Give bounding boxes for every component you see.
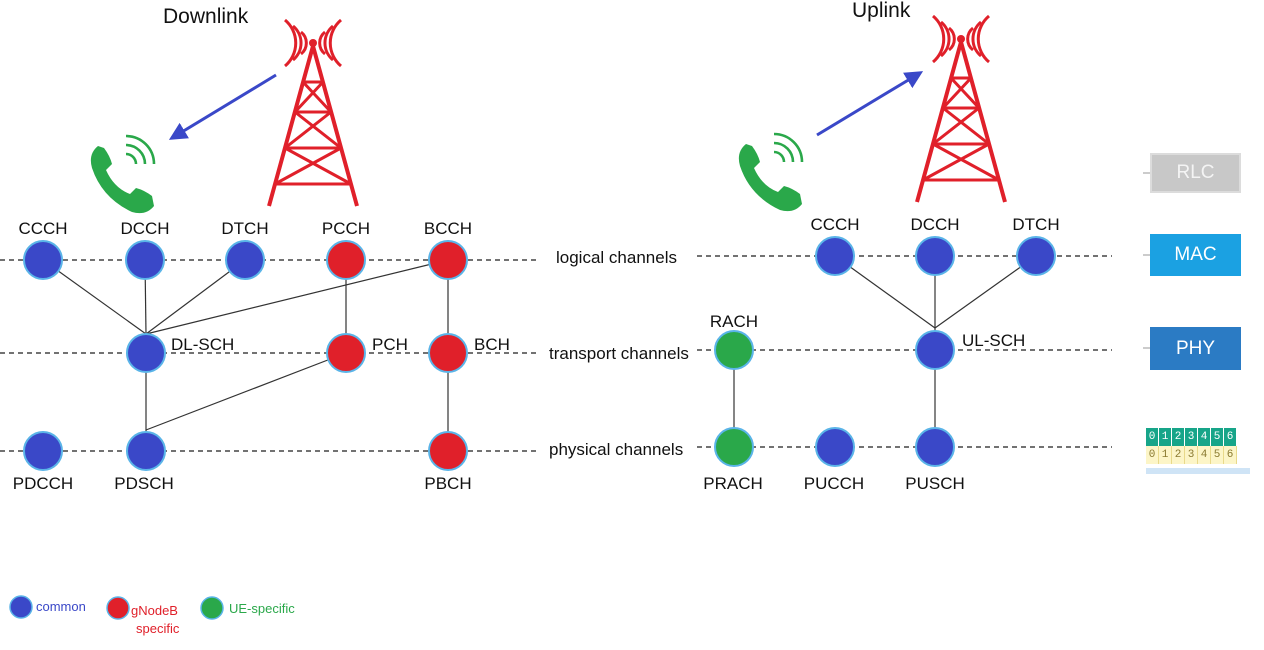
label-pdsch: PDSCH (114, 474, 174, 493)
downlink-physical-nodes (23, 431, 468, 471)
label-pcch: PCCH (322, 219, 370, 238)
slot-row-top: 0 1 2 3 4 5 6 (1146, 428, 1250, 446)
legend-gnodeb-label: gNodeB (131, 603, 178, 618)
slot-number: 5 (1211, 428, 1224, 446)
slot-row-bottom: 0 1 2 3 4 5 6 (1146, 446, 1250, 464)
node-ul-sch (915, 330, 955, 370)
node-ccch (815, 236, 855, 276)
label-dtch: DTCH (1012, 215, 1059, 234)
node-dtch (1016, 236, 1056, 276)
node-rach (714, 330, 754, 370)
slot-number: 1 (1159, 428, 1172, 446)
downlink-links (42, 259, 449, 451)
node-bch (428, 333, 468, 373)
label-dcch: DCCH (120, 219, 169, 238)
legend-gnodeb-swatch (106, 596, 130, 620)
label-dtch: DTCH (221, 219, 268, 238)
transport-channels-label: transport channels (549, 344, 689, 363)
slot-strip-base (1146, 468, 1250, 474)
label-bcch: BCCH (424, 219, 472, 238)
legend: common gNodeB specific UE-specific (9, 595, 295, 636)
node-pucch (815, 427, 855, 467)
uplink-physical-nodes (714, 427, 955, 467)
legend-common-label: common (36, 599, 86, 614)
label-pch: PCH (372, 335, 408, 354)
physical-channels-label: physical channels (549, 440, 683, 459)
phone-icon (737, 132, 804, 213)
label-bch: BCH (474, 335, 510, 354)
cell-tower-icon (915, 14, 1007, 204)
label-ccch: CCCH (18, 219, 67, 238)
slot-number: 2 (1172, 428, 1185, 446)
label-pusch: PUSCH (905, 474, 965, 493)
slot-number: 5 (1211, 446, 1224, 464)
logical-channels-label: logical channels (556, 248, 677, 267)
label-pucch: PUCCH (804, 474, 864, 493)
phone-icon (89, 134, 156, 215)
node-dcch (915, 236, 955, 276)
label-dcch: DCCH (910, 215, 959, 234)
label-ul-sch: UL-SCH (962, 331, 1025, 350)
rlc-layer-box: RLC (1150, 153, 1241, 193)
slot-number: 3 (1185, 446, 1198, 464)
node-pdsch (126, 431, 166, 471)
slot-number: 4 (1198, 428, 1211, 446)
label-rach: RACH (710, 312, 758, 331)
slot-number: 6 (1224, 428, 1237, 446)
node-pbch (428, 431, 468, 471)
mac-layer-box: MAC (1150, 234, 1241, 276)
slot-strip: 0 1 2 3 4 5 6 0 1 2 3 4 5 6 (1146, 428, 1250, 478)
slot-number: 6 (1224, 446, 1237, 464)
uplink-transport-nodes (714, 330, 955, 370)
label-ccch: CCCH (810, 215, 859, 234)
legend-gnodeb-label-2: specific (136, 621, 180, 636)
label-pbch: PBCH (424, 474, 471, 493)
node-pcch (326, 240, 366, 280)
legend-common-swatch (9, 595, 33, 619)
slot-number: 4 (1198, 446, 1211, 464)
arrow-icon (816, 71, 924, 137)
slot-number: 2 (1172, 446, 1185, 464)
downlink-logical-nodes (23, 240, 468, 280)
node-pdcch (23, 431, 63, 471)
label-dl-sch: DL-SCH (171, 335, 234, 354)
node-prach (714, 427, 754, 467)
label-pdcch: PDCCH (13, 474, 73, 493)
uplink-logical-nodes (815, 236, 1056, 276)
node-dcch (125, 240, 165, 280)
uplink-title: Uplink (852, 0, 911, 22)
node-pch (326, 333, 366, 373)
label-prach: PRACH (703, 474, 763, 493)
arrow-icon (168, 73, 277, 140)
node-ccch (23, 240, 63, 280)
node-bcch (428, 240, 468, 280)
downlink-transport-nodes (126, 333, 468, 373)
phy-layer-box: PHY (1150, 327, 1241, 370)
node-dtch (225, 240, 265, 280)
legend-ue-label: UE-specific (229, 601, 295, 616)
legend-ue-swatch (200, 596, 224, 620)
slot-number: 3 (1185, 428, 1198, 446)
downlink-title: Downlink (163, 5, 249, 28)
cell-tower-icon (267, 18, 359, 208)
slot-number: 0 (1146, 428, 1159, 446)
node-pusch (915, 427, 955, 467)
node-dl-sch (126, 333, 166, 373)
slot-number: 0 (1146, 446, 1159, 464)
slot-number: 1 (1159, 446, 1172, 464)
uplink-links (733, 255, 1037, 447)
